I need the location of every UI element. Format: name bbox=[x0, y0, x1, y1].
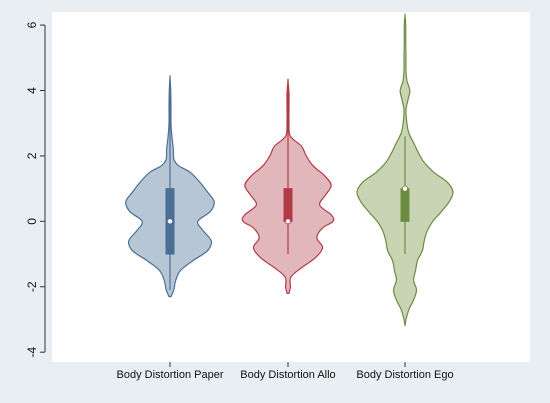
x-tick-label: Body Distortion Ego bbox=[356, 369, 453, 381]
x-tick-label: Body Distortion Paper bbox=[117, 369, 224, 381]
median-marker-2 bbox=[284, 218, 291, 225]
y-axis: -4 -2 0 2 4 6 bbox=[25, 21, 46, 358]
y-tick-label: 2 bbox=[25, 152, 39, 159]
y-tick-label: 0 bbox=[25, 218, 39, 225]
median-marker-3 bbox=[401, 185, 408, 192]
iqr-box-2 bbox=[283, 188, 293, 222]
iqr-box-3 bbox=[400, 188, 410, 222]
y-tick-label: -2 bbox=[25, 281, 39, 292]
y-tick-label: 4 bbox=[25, 87, 39, 94]
x-tick-label: Body Distortion Allo bbox=[240, 369, 335, 381]
y-tick-label: 6 bbox=[25, 21, 39, 28]
median-marker-1 bbox=[166, 218, 173, 225]
violins bbox=[125, 13, 454, 327]
y-tick-label: -4 bbox=[25, 347, 39, 358]
x-axis: Body Distortion Paper Body Distortion All… bbox=[117, 362, 454, 381]
